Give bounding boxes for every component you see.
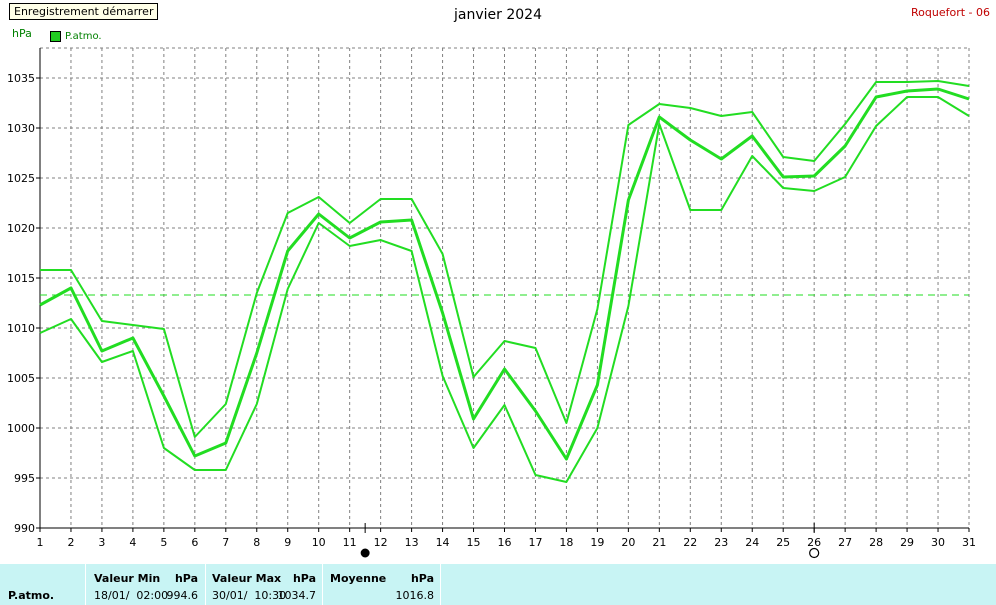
x-tick-label: 10 bbox=[312, 536, 326, 549]
y-tick-label: 1015 bbox=[7, 272, 35, 285]
series-line-max bbox=[40, 80, 970, 438]
x-tick-label: 8 bbox=[253, 536, 260, 549]
y-tick-label: 1025 bbox=[7, 172, 35, 185]
x-tick-label: 30 bbox=[931, 536, 945, 549]
y-tick-label: 995 bbox=[14, 472, 35, 485]
x-tick-label: 24 bbox=[745, 536, 759, 549]
x-tick-label: 29 bbox=[900, 536, 914, 549]
series-layer bbox=[39, 80, 970, 483]
axes bbox=[36, 48, 970, 532]
max-date: 30/01/ 10:30 bbox=[212, 589, 287, 602]
x-tick-label: 3 bbox=[98, 536, 105, 549]
avg-unit: hPa bbox=[410, 572, 434, 585]
x-tick-label: 7 bbox=[222, 536, 229, 549]
y-axis-unit: hPa bbox=[12, 27, 32, 40]
x-tick-label: 14 bbox=[436, 536, 450, 549]
avg-value: 1016.8 bbox=[395, 589, 435, 602]
series-line-mean bbox=[39, 87, 970, 461]
avg-header: Moyenne bbox=[330, 572, 387, 585]
min-value: 994.6 bbox=[166, 589, 199, 602]
markers bbox=[360, 523, 820, 559]
footer-min-cell: Valeur Min hPa 18/01/ 02:00 994.6 bbox=[86, 564, 206, 605]
x-tick-label: 17 bbox=[528, 536, 542, 549]
y-tick-label: 1010 bbox=[7, 322, 35, 335]
legend-swatch bbox=[50, 31, 61, 42]
grid bbox=[40, 47, 970, 528]
y-tick-label: 1030 bbox=[7, 122, 35, 135]
y-tick-label: 1020 bbox=[7, 222, 35, 235]
y-tick-label: 990 bbox=[14, 522, 35, 535]
station-name: Roquefort - 06 bbox=[911, 6, 990, 19]
x-tick-label: 5 bbox=[160, 536, 167, 549]
footer-param-label: P.atmo. bbox=[8, 589, 55, 602]
x-tick-label: 22 bbox=[683, 536, 697, 549]
y-tick-label: 1035 bbox=[7, 72, 35, 85]
stats-footer: P.atmo. Valeur Min hPa 18/01/ 02:00 994.… bbox=[0, 564, 996, 605]
x-tick-label: 12 bbox=[374, 536, 388, 549]
x-tick-label: 4 bbox=[129, 536, 136, 549]
y-tick-label: 1000 bbox=[7, 422, 35, 435]
x-tick-label: 9 bbox=[284, 536, 291, 549]
x-tick-label: 1 bbox=[37, 536, 44, 549]
x-tick-label: 15 bbox=[467, 536, 481, 549]
x-tick-label: 25 bbox=[776, 536, 790, 549]
min-header: Valeur Min bbox=[94, 572, 161, 585]
x-tick-label: 2 bbox=[67, 536, 74, 549]
footer-param-cell: P.atmo. bbox=[0, 564, 86, 605]
x-tick-label: 23 bbox=[714, 536, 728, 549]
marker-filled-circle bbox=[360, 548, 370, 558]
x-tick-label: 18 bbox=[559, 536, 573, 549]
x-tick-label: 16 bbox=[498, 536, 512, 549]
record-start-button[interactable]: Enregistrement démarrer bbox=[9, 3, 159, 20]
footer-max-cell: Valeur Max hPa 30/01/ 10:30 1034.7 bbox=[206, 564, 323, 605]
max-unit: hPa bbox=[292, 572, 316, 585]
x-tick-label: 20 bbox=[621, 536, 635, 549]
max-header: Valeur Max bbox=[212, 572, 282, 585]
x-tick-label: 21 bbox=[652, 536, 666, 549]
chart-title: janvier 2024 bbox=[454, 7, 542, 23]
x-tick-label: 6 bbox=[191, 536, 198, 549]
x-tick-label: 26 bbox=[807, 536, 821, 549]
max-value: 1034.7 bbox=[277, 589, 317, 602]
x-tick-label: 31 bbox=[962, 536, 976, 549]
y-tick-label: 1005 bbox=[7, 372, 35, 385]
x-tick-label: 27 bbox=[838, 536, 852, 549]
legend-label: P.atmo. bbox=[65, 31, 102, 42]
x-tick-label: 19 bbox=[590, 536, 604, 549]
min-date: 18/01/ 02:00 bbox=[94, 589, 169, 602]
min-unit: hPa bbox=[174, 572, 198, 585]
marker-open-circle bbox=[809, 547, 820, 559]
x-tick-label: 13 bbox=[405, 536, 419, 549]
x-tick-label: 11 bbox=[343, 536, 357, 549]
footer-avg-cell: Moyenne hPa 1016.8 bbox=[323, 564, 441, 605]
x-tick-label: 28 bbox=[869, 536, 883, 549]
legend: P.atmo. bbox=[50, 31, 102, 42]
series-line-min bbox=[39, 96, 970, 483]
